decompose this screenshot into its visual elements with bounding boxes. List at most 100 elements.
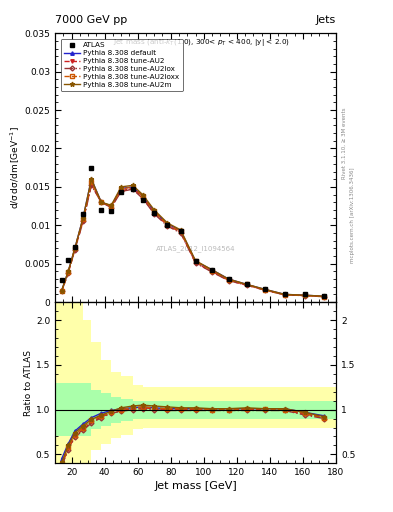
Pythia 8.308 tune-AU2lox: [244, 282, 249, 288]
Pythia 8.308 tune-AU2loxx: [302, 292, 307, 298]
Pythia 8.308 tune-AU2lox: [59, 288, 64, 294]
Pythia 8.308 tune-AU2loxx: [59, 288, 64, 294]
Pythia 8.308 tune-AU2: [89, 182, 94, 188]
Pythia 8.308 tune-AU2: [119, 187, 123, 194]
Pythia 8.308 tune-AU2m: [72, 245, 77, 251]
ATLAS: [210, 267, 215, 273]
Pythia 8.308 tune-AU2lox: [193, 260, 198, 266]
Pythia 8.308 tune-AU2loxx: [130, 184, 135, 190]
Line: Pythia 8.308 default: Pythia 8.308 default: [60, 178, 326, 298]
Pythia 8.308 tune-AU2m: [81, 215, 86, 221]
Line: Pythia 8.308 tune-AU2loxx: Pythia 8.308 tune-AU2loxx: [60, 181, 326, 298]
ATLAS: [130, 186, 135, 192]
Pythia 8.308 tune-AU2loxx: [99, 199, 104, 205]
Pythia 8.308 tune-AU2m: [193, 258, 198, 264]
Pythia 8.308 tune-AU2m: [322, 293, 327, 300]
Line: Pythia 8.308 tune-AU2: Pythia 8.308 tune-AU2: [60, 183, 326, 298]
X-axis label: Jet mass [GeV]: Jet mass [GeV]: [154, 481, 237, 492]
ATLAS: [302, 291, 307, 297]
Pythia 8.308 default: [109, 203, 114, 209]
ATLAS: [244, 281, 249, 287]
Pythia 8.308 tune-AU2loxx: [283, 292, 287, 298]
ATLAS: [119, 189, 123, 195]
Pythia 8.308 default: [263, 286, 267, 292]
Pythia 8.308 tune-AU2loxx: [72, 245, 77, 251]
Pythia 8.308 default: [178, 227, 183, 233]
Text: mcplots.cern.ch [arXiv:1306.3436]: mcplots.cern.ch [arXiv:1306.3436]: [350, 167, 355, 263]
Pythia 8.308 default: [322, 293, 327, 300]
Pythia 8.308 tune-AU2lox: [152, 211, 156, 217]
Pythia 8.308 tune-AU2: [81, 218, 86, 224]
Pythia 8.308 tune-AU2m: [66, 268, 71, 274]
Pythia 8.308 tune-AU2loxx: [210, 267, 215, 273]
Pythia 8.308 default: [226, 276, 231, 282]
Pythia 8.308 tune-AU2lox: [210, 269, 215, 275]
Pythia 8.308 default: [165, 221, 170, 227]
Pythia 8.308 tune-AU2m: [283, 291, 287, 297]
Pythia 8.308 tune-AU2lox: [72, 247, 77, 253]
ATLAS: [89, 164, 94, 170]
Pythia 8.308 tune-AU2loxx: [244, 282, 249, 288]
Pythia 8.308 tune-AU2lox: [109, 204, 114, 211]
Pythia 8.308 tune-AU2lox: [130, 186, 135, 192]
Pythia 8.308 tune-AU2m: [140, 191, 145, 198]
Pythia 8.308 tune-AU2: [152, 210, 156, 216]
Pythia 8.308 tune-AU2loxx: [119, 186, 123, 192]
Pythia 8.308 tune-AU2m: [210, 267, 215, 273]
Pythia 8.308 default: [244, 282, 249, 288]
Pythia 8.308 tune-AU2m: [263, 286, 267, 292]
Pythia 8.308 tune-AU2: [72, 247, 77, 253]
Pythia 8.308 tune-AU2loxx: [263, 287, 267, 293]
Pythia 8.308 tune-AU2loxx: [165, 221, 170, 227]
Text: Rivet 3.1.10, ≥ 3M events: Rivet 3.1.10, ≥ 3M events: [342, 108, 347, 179]
Pythia 8.308 default: [130, 184, 135, 190]
Line: Pythia 8.308 tune-AU2lox: Pythia 8.308 tune-AU2lox: [60, 184, 326, 298]
Pythia 8.308 tune-AU2: [109, 204, 114, 210]
Text: 7000 GeV pp: 7000 GeV pp: [55, 15, 127, 25]
Pythia 8.308 default: [81, 215, 86, 221]
Pythia 8.308 default: [119, 185, 123, 191]
Pythia 8.308 tune-AU2m: [226, 276, 231, 282]
Pythia 8.308 tune-AU2loxx: [109, 203, 114, 209]
Pythia 8.308 tune-AU2lox: [140, 195, 145, 201]
Pythia 8.308 tune-AU2loxx: [152, 208, 156, 215]
Pythia 8.308 tune-AU2m: [59, 287, 64, 293]
Pythia 8.308 tune-AU2: [226, 278, 231, 284]
Pythia 8.308 tune-AU2m: [152, 207, 156, 213]
Pythia 8.308 tune-AU2m: [302, 292, 307, 298]
ATLAS: [59, 277, 64, 283]
ATLAS: [152, 210, 156, 217]
ATLAS: [99, 207, 104, 213]
ATLAS: [283, 291, 287, 297]
Pythia 8.308 tune-AU2lox: [178, 230, 183, 236]
ATLAS: [178, 228, 183, 234]
Pythia 8.308 tune-AU2: [178, 229, 183, 236]
Pythia 8.308 tune-AU2: [140, 195, 145, 201]
ATLAS: [109, 208, 114, 214]
Pythia 8.308 tune-AU2: [130, 185, 135, 191]
Pythia 8.308 default: [283, 291, 287, 297]
ATLAS: [165, 221, 170, 227]
Line: Pythia 8.308 tune-AU2m: Pythia 8.308 tune-AU2m: [59, 177, 327, 298]
Pythia 8.308 default: [193, 258, 198, 264]
Pythia 8.308 tune-AU2: [302, 292, 307, 298]
Pythia 8.308 tune-AU2lox: [89, 182, 94, 188]
ATLAS: [72, 244, 77, 250]
Pythia 8.308 default: [210, 267, 215, 273]
Pythia 8.308 tune-AU2: [283, 292, 287, 298]
ATLAS: [226, 275, 231, 282]
Pythia 8.308 default: [72, 245, 77, 251]
Pythia 8.308 tune-AU2m: [130, 182, 135, 188]
Pythia 8.308 tune-AU2: [165, 222, 170, 228]
Pythia 8.308 tune-AU2loxx: [66, 269, 71, 275]
Pythia 8.308 tune-AU2lox: [99, 199, 104, 205]
Pythia 8.308 tune-AU2: [193, 260, 198, 266]
Pythia 8.308 default: [89, 176, 94, 182]
Pythia 8.308 tune-AU2loxx: [193, 258, 198, 264]
Pythia 8.308 tune-AU2lox: [81, 218, 86, 224]
Pythia 8.308 tune-AU2m: [244, 282, 249, 288]
Pythia 8.308 default: [59, 287, 64, 293]
Pythia 8.308 tune-AU2: [244, 282, 249, 288]
Pythia 8.308 tune-AU2m: [178, 227, 183, 233]
Pythia 8.308 tune-AU2lox: [119, 188, 123, 195]
